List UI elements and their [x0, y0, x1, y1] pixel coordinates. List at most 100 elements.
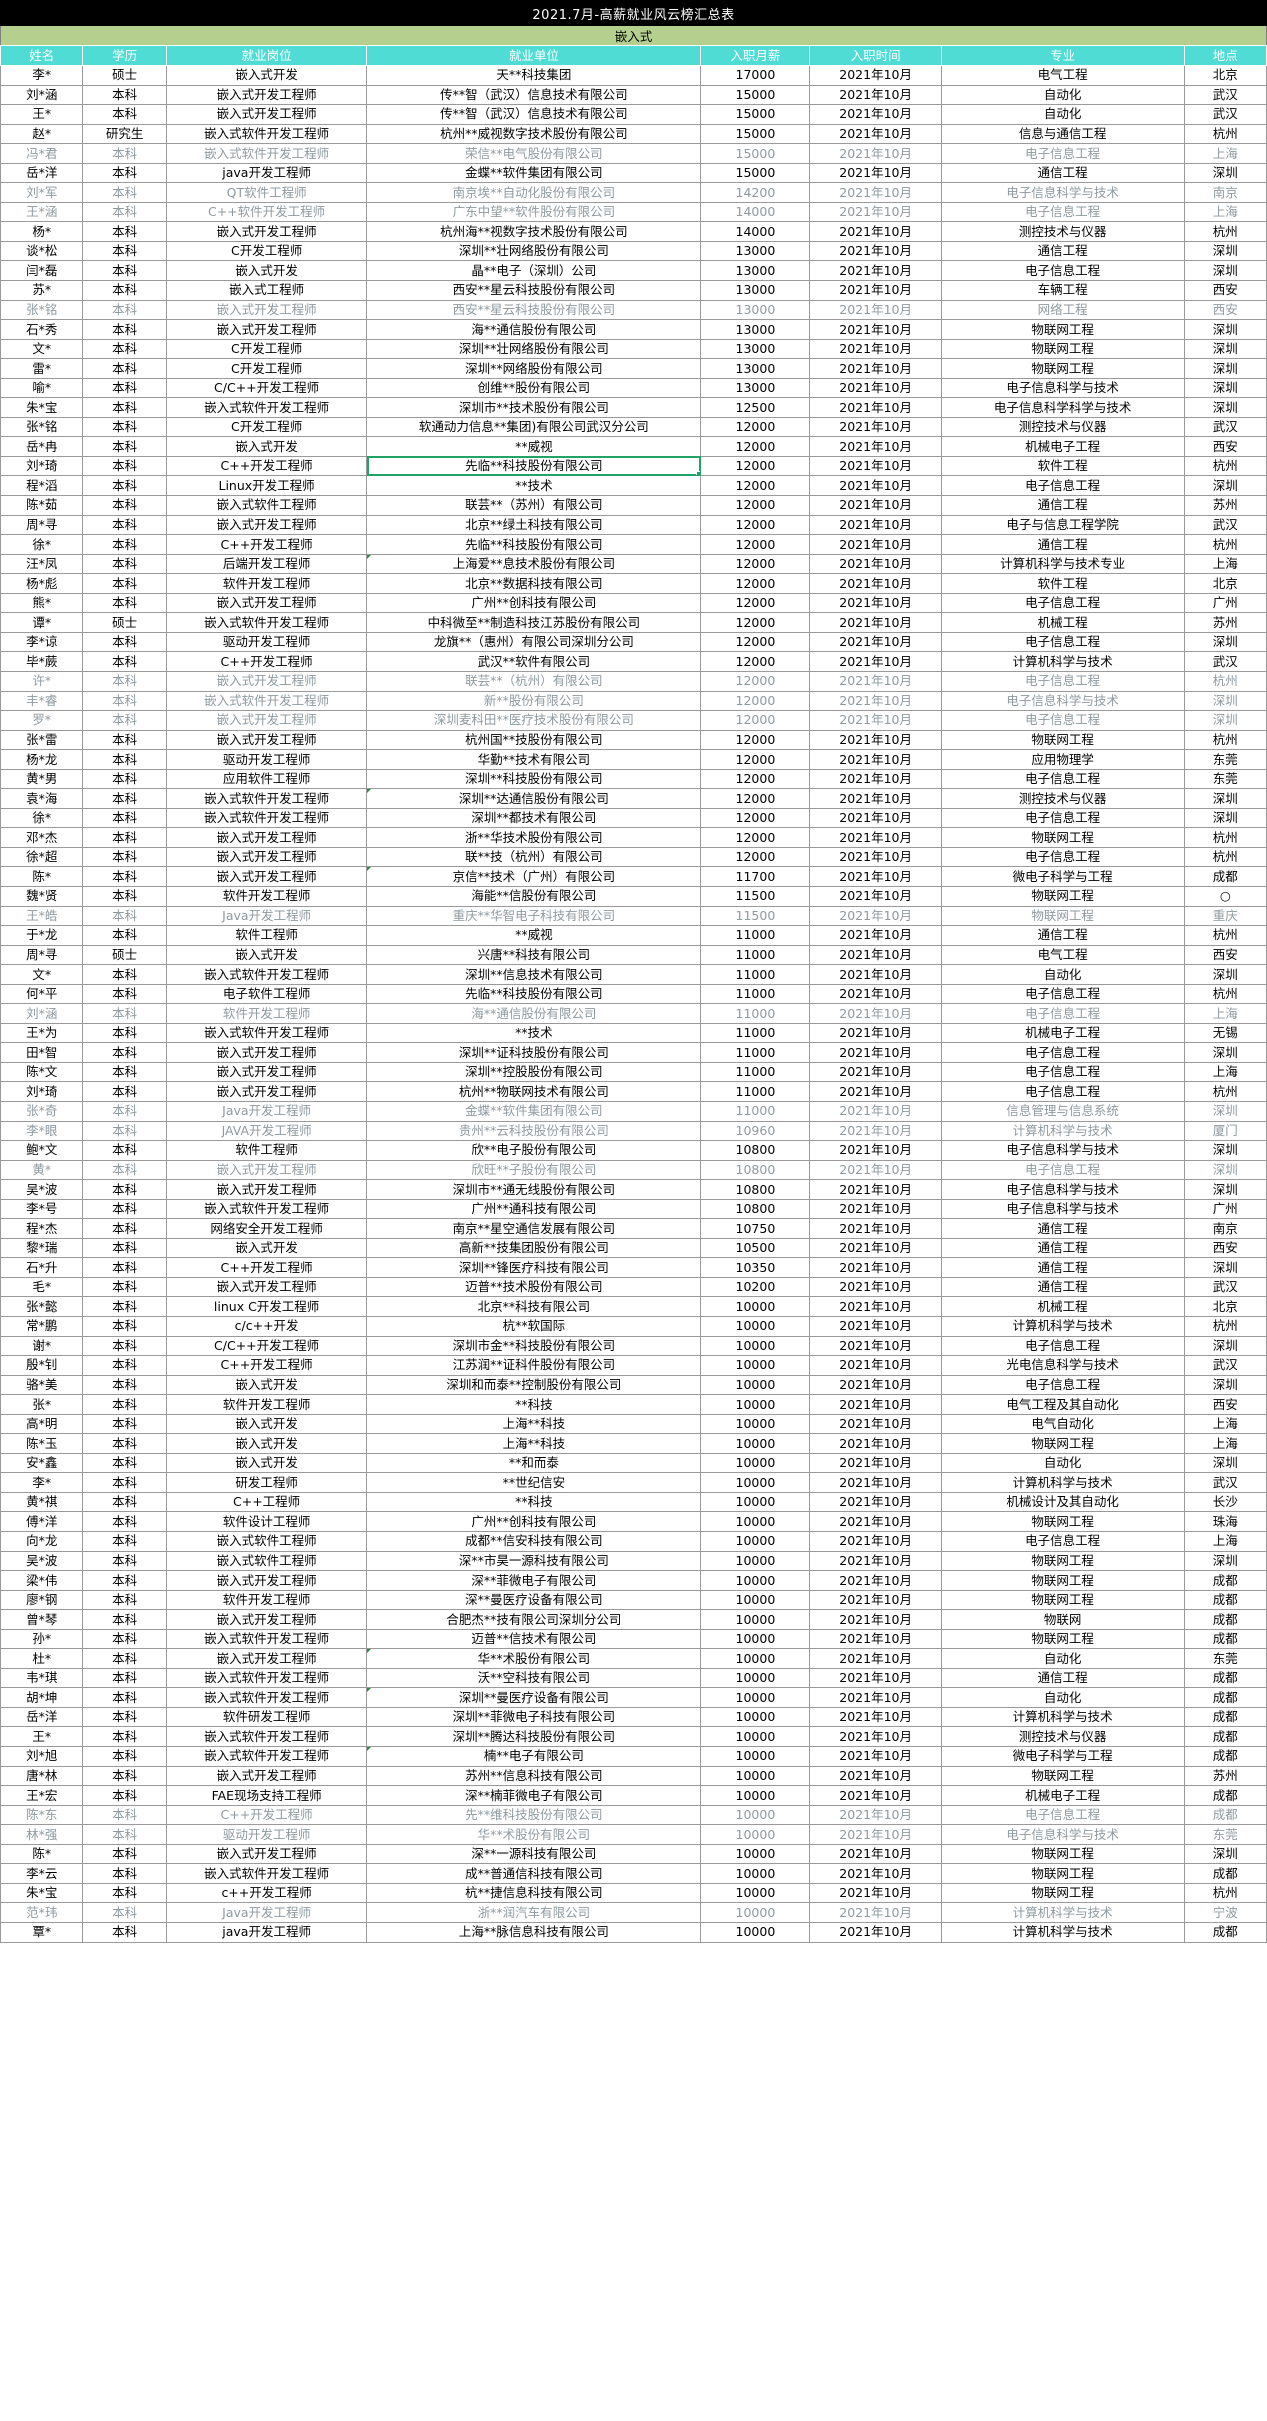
- cell-employer[interactable]: **科技: [366, 1394, 702, 1415]
- cell-name[interactable]: 田*智: [0, 1042, 84, 1063]
- table-row[interactable]: 廖*钢 本科 软件开发工程师 深**曼医疗设备有限公司 10000 2021年10月 物联网…: [0, 1589, 1267, 1611]
- cell-start-date[interactable]: 2021年10月: [809, 1022, 942, 1044]
- cell-employer[interactable]: 新**股份有限公司: [366, 690, 702, 712]
- table-row[interactable]: 李* 本科 研发工程师 **世纪信安 10000 2021年10月 计算机科学与技术 武汉: [0, 1472, 1267, 1493]
- column-header-job[interactable]: 就业岗位: [165, 45, 368, 66]
- table-row[interactable]: 刘*涵 本科 嵌入式开发工程师 传**智（武汉）信息技术有限公司 15000 2021年1…: [0, 84, 1267, 106]
- cell-education[interactable]: 本科: [82, 455, 167, 477]
- cell-start-date[interactable]: 2021年10月: [809, 1667, 942, 1689]
- cell-start-date[interactable]: 2021年10月: [809, 1765, 942, 1787]
- cell-name[interactable]: 徐*: [0, 807, 84, 829]
- cell-education[interactable]: 本科: [82, 905, 167, 927]
- cell-education[interactable]: 本科: [82, 1061, 167, 1083]
- cell-job-title[interactable]: 嵌入式开发工程师: [165, 1179, 368, 1200]
- table-row[interactable]: 谭* 硕士 嵌入式软件开发工程师 中科微至**制造科技江苏股份有限公司 12000 202…: [0, 612, 1267, 633]
- cell-major[interactable]: 通信工程: [940, 1667, 1185, 1689]
- cell-location[interactable]: 上海: [1183, 143, 1267, 164]
- cell-name[interactable]: 岳*洋: [0, 1706, 84, 1728]
- table-row[interactable]: 刘*旭 本科 嵌入式软件开发工程师 楠**电子有限公司 10000 2021年10月 微电子…: [0, 1746, 1267, 1767]
- cell-monthly-salary[interactable]: 10750: [700, 1218, 811, 1239]
- cell-job-title[interactable]: 嵌入式软件开发工程师: [165, 690, 368, 712]
- table-row[interactable]: 杨*彪 本科 软件开发工程师 北京**数据科技有限公司 12000 2021年10月 软件工…: [0, 573, 1267, 594]
- cell-location[interactable]: 武汉: [1183, 651, 1267, 672]
- cell-location[interactable]: 成都: [1183, 1570, 1267, 1591]
- table-row[interactable]: 范*玮 本科 Java开发工程师 浙**润汽车有限公司 10000 2021年10月 计算机…: [0, 1902, 1267, 1923]
- cell-education[interactable]: 本科: [82, 1276, 167, 1298]
- cell-job-title[interactable]: 嵌入式开发工程师: [165, 84, 368, 106]
- table-row[interactable]: 黎*瑞 本科 嵌入式开发 高新**技集团股份有限公司 10500 2021年10月 通信工程…: [0, 1237, 1267, 1259]
- cell-location[interactable]: 深圳: [1183, 690, 1267, 712]
- cell-name[interactable]: 王*涵: [0, 201, 84, 223]
- cell-start-date[interactable]: 2021年10月: [809, 612, 942, 633]
- cell-job-title[interactable]: C++开发工程师: [165, 1804, 368, 1826]
- cell-start-date[interactable]: 2021年10月: [809, 514, 942, 536]
- cell-major[interactable]: 机械电子工程: [940, 436, 1185, 457]
- cell-monthly-salary[interactable]: 13000: [700, 338, 811, 360]
- cell-location[interactable]: 西安: [1183, 944, 1267, 966]
- cell-job-title[interactable]: 嵌入式开发工程师: [165, 710, 368, 731]
- cell-employer[interactable]: 先临**科技股份有限公司: [366, 983, 702, 1005]
- cell-start-date[interactable]: 2021年10月: [809, 866, 942, 887]
- table-row[interactable]: 唐*林 本科 嵌入式开发工程师 苏州**信息科技有限公司 10000 2021年10月 物联…: [0, 1765, 1267, 1787]
- cell-job-title[interactable]: 嵌入式开发工程师: [165, 1159, 368, 1181]
- cell-education[interactable]: 本科: [82, 592, 167, 614]
- cell-employer[interactable]: 成都**信安科技有限公司: [366, 1531, 702, 1552]
- cell-education[interactable]: 本科: [82, 319, 167, 340]
- cell-start-date[interactable]: 2021年10月: [809, 495, 942, 516]
- table-row[interactable]: 王*涵 本科 C++软件开发工程师 广东中望**软件股份有限公司 14000 2021年1…: [0, 201, 1267, 223]
- cell-employer[interactable]: 西安**星云科技股份有限公司: [366, 299, 702, 321]
- cell-job-title[interactable]: 嵌入式开发工程师: [165, 729, 368, 751]
- cell-job-title[interactable]: 网络安全开发工程师: [165, 1218, 368, 1239]
- table-row[interactable]: 安*鑫 本科 嵌入式开发 **和而泰 10000 2021年10月 自动化 深圳: [0, 1452, 1267, 1474]
- cell-location[interactable]: 杭州: [1183, 534, 1267, 555]
- cell-name[interactable]: 张*懿: [0, 1296, 84, 1317]
- cell-name[interactable]: 李*眼: [0, 1120, 84, 1142]
- cell-major[interactable]: 机械设计及其自动化: [940, 1491, 1185, 1513]
- cell-start-date[interactable]: 2021年10月: [809, 1570, 942, 1591]
- cell-job-title[interactable]: 嵌入式开发工程师: [165, 1648, 368, 1669]
- cell-employer[interactable]: 杭州国**技股份有限公司: [366, 729, 702, 751]
- cell-major[interactable]: 通信工程: [940, 162, 1185, 184]
- cell-job-title[interactable]: 嵌入式软件开发工程师: [165, 1198, 368, 1220]
- cell-job-title[interactable]: linux C开发工程师: [165, 1296, 368, 1317]
- cell-monthly-salary[interactable]: 11000: [700, 1081, 811, 1102]
- cell-location[interactable]: 深圳: [1183, 1140, 1267, 1161]
- cell-major[interactable]: 通信工程: [940, 1218, 1185, 1239]
- cell-major[interactable]: 微电子科学与工程: [940, 866, 1185, 887]
- cell-education[interactable]: 本科: [82, 1609, 167, 1630]
- cell-start-date[interactable]: 2021年10月: [809, 1491, 942, 1513]
- cell-major[interactable]: 机械工程: [940, 1296, 1185, 1317]
- cell-location[interactable]: 深圳: [1183, 1374, 1267, 1396]
- cell-name[interactable]: 张*: [0, 1394, 84, 1415]
- cell-major[interactable]: 物联网工程: [940, 905, 1185, 927]
- cell-location[interactable]: 杭州: [1183, 729, 1267, 751]
- table-row[interactable]: 陈* 本科 嵌入式开发工程师 京信**技术（广州）有限公司 11700 2021年10月微…: [0, 866, 1267, 887]
- cell-employer[interactable]: 上海**脉信息科技有限公司: [366, 1921, 702, 1943]
- cell-monthly-salary[interactable]: 11000: [700, 983, 811, 1005]
- cell-job-title[interactable]: C开发工程师: [165, 240, 368, 262]
- cell-employer[interactable]: 杭**捷信息科技有限公司: [366, 1882, 702, 1904]
- cell-name[interactable]: 王*为: [0, 1022, 84, 1044]
- cell-major[interactable]: 电子信息工程: [940, 1374, 1185, 1396]
- cell-location[interactable]: 深圳: [1183, 964, 1267, 985]
- table-row[interactable]: 石*升 本科 C++开发工程师 深圳**锋医疗科技有限公司 10350 2021年10月通…: [0, 1257, 1267, 1278]
- table-row[interactable]: 徐*超 本科 嵌入式开发工程师 联**技（杭州）有限公司 12000 2021年10月 电子…: [0, 846, 1267, 868]
- table-row[interactable]: 黄* 本科 嵌入式开发工程师 欣旺**子股份有限公司 10800 2021年10月 电子信息…: [0, 1159, 1267, 1181]
- cell-employer[interactable]: 联芸**（杭州）有限公司: [366, 670, 702, 692]
- cell-start-date[interactable]: 2021年10月: [809, 1276, 942, 1298]
- cell-employer[interactable]: 深圳**证科技股份有限公司: [366, 1042, 702, 1063]
- column-header-salary[interactable]: 入职月薪: [700, 45, 811, 66]
- cell-location[interactable]: 东莞: [1183, 1824, 1267, 1845]
- cell-monthly-salary[interactable]: 12000: [700, 749, 811, 770]
- cell-job-title[interactable]: 嵌入式开发工程师: [165, 514, 368, 536]
- cell-education[interactable]: 本科: [82, 1902, 167, 1923]
- cell-location[interactable]: 成都: [1183, 1706, 1267, 1728]
- cell-start-date[interactable]: 2021年10月: [809, 182, 942, 203]
- cell-major[interactable]: 机械电子工程: [940, 1785, 1185, 1806]
- cell-start-date[interactable]: 2021年10月: [809, 749, 942, 770]
- cell-monthly-salary[interactable]: 12000: [700, 514, 811, 536]
- cell-start-date[interactable]: 2021年10月: [809, 1394, 942, 1415]
- cell-job-title[interactable]: C开发工程师: [165, 338, 368, 360]
- table-row[interactable]: 文* 本科 嵌入式软件开发工程师 深圳**信息技术有限公司 11000 2021年10月自…: [0, 964, 1267, 985]
- cell-job-title[interactable]: Java开发工程师: [165, 905, 368, 927]
